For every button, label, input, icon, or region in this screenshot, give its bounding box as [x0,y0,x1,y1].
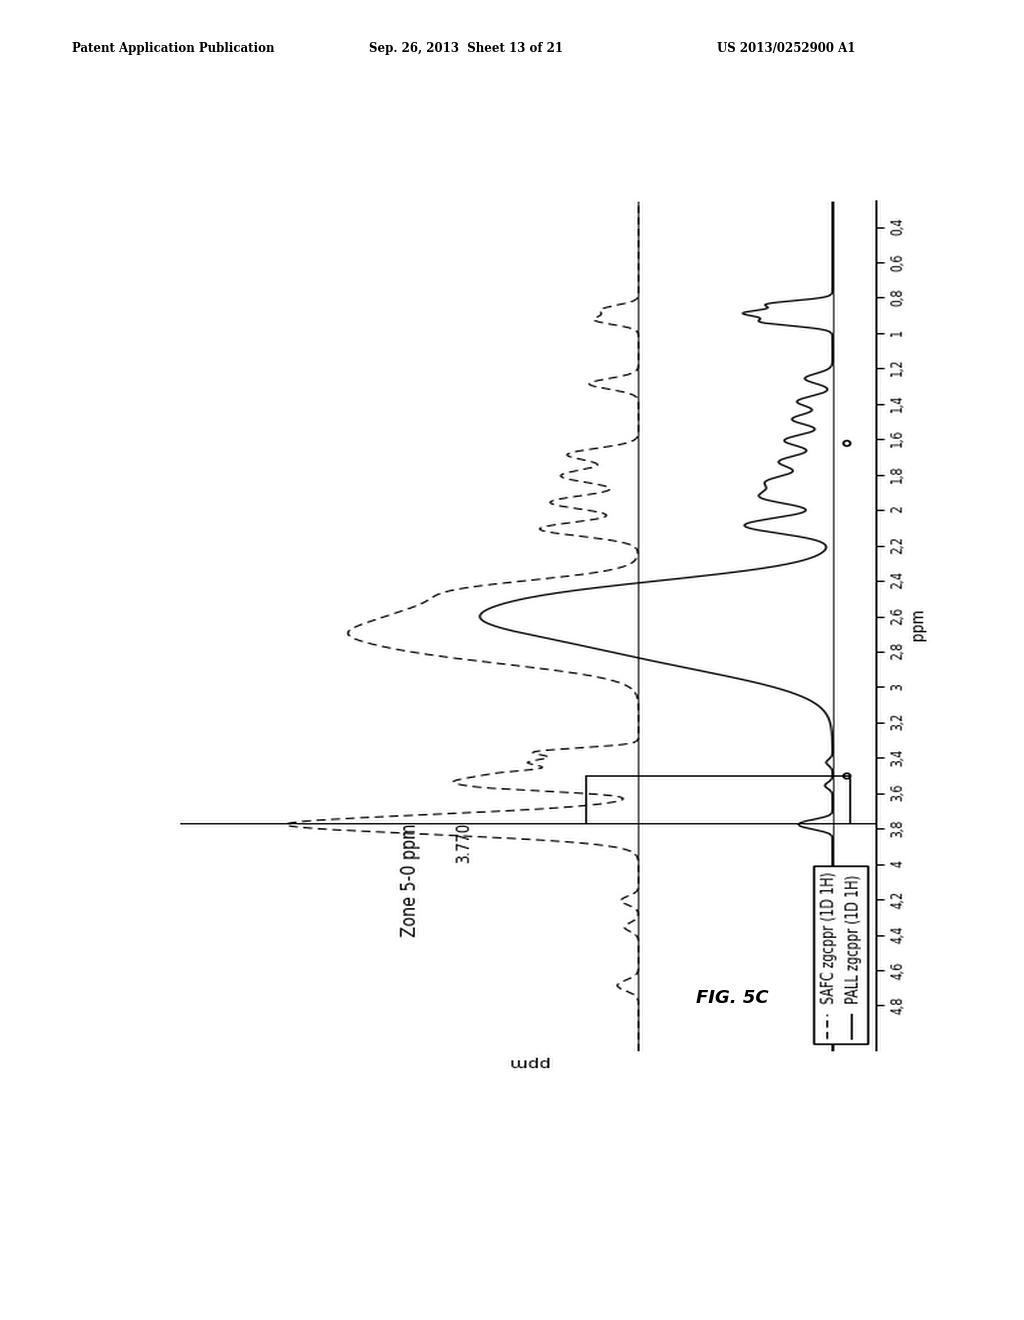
Text: Patent Application Publication: Patent Application Publication [72,42,274,55]
Text: FIG. 5C: FIG. 5C [696,989,769,1007]
Text: US 2013/0252900 A1: US 2013/0252900 A1 [717,42,855,55]
Text: Sep. 26, 2013  Sheet 13 of 21: Sep. 26, 2013 Sheet 13 of 21 [369,42,562,55]
